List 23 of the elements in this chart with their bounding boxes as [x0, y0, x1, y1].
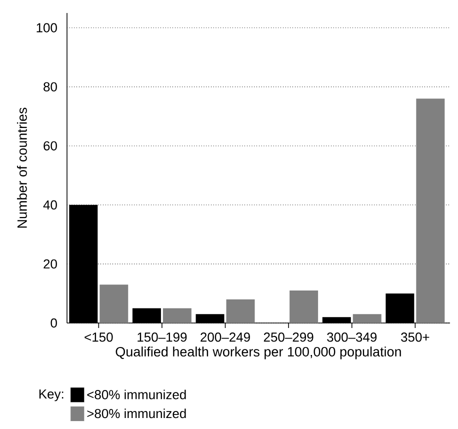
x-tick-label: 150–199 [138, 332, 187, 342]
y-tick-label: 80 [44, 82, 57, 92]
legend-label: >80% immunized [87, 408, 186, 418]
bar [226, 299, 255, 323]
y-tick-label: 60 [44, 141, 57, 150]
y-tick-label: 0 [50, 318, 57, 328]
x-tick-label: 250–299 [264, 332, 314, 342]
legend-title: Key: [39, 390, 64, 402]
y-tick-label: 20 [44, 259, 57, 269]
x-tick-label: 200–249 [200, 332, 250, 342]
x-tick-label: 300–349 [327, 332, 377, 342]
legend-label: <80% immunized [87, 390, 186, 400]
y-tick-label: 40 [43, 200, 57, 210]
y-tick-label: 100 [36, 23, 57, 32]
x-tick-label: <150 [84, 332, 113, 342]
bar [100, 284, 128, 323]
bar [162, 308, 192, 323]
bar [290, 290, 318, 323]
x-axis-title: Qualified health workers per 100,000 population [116, 346, 401, 360]
y-axis-title: Number of countries [16, 108, 27, 228]
bar [352, 314, 382, 323]
x-tick-label: 350+ [401, 332, 430, 342]
bar [416, 98, 445, 323]
